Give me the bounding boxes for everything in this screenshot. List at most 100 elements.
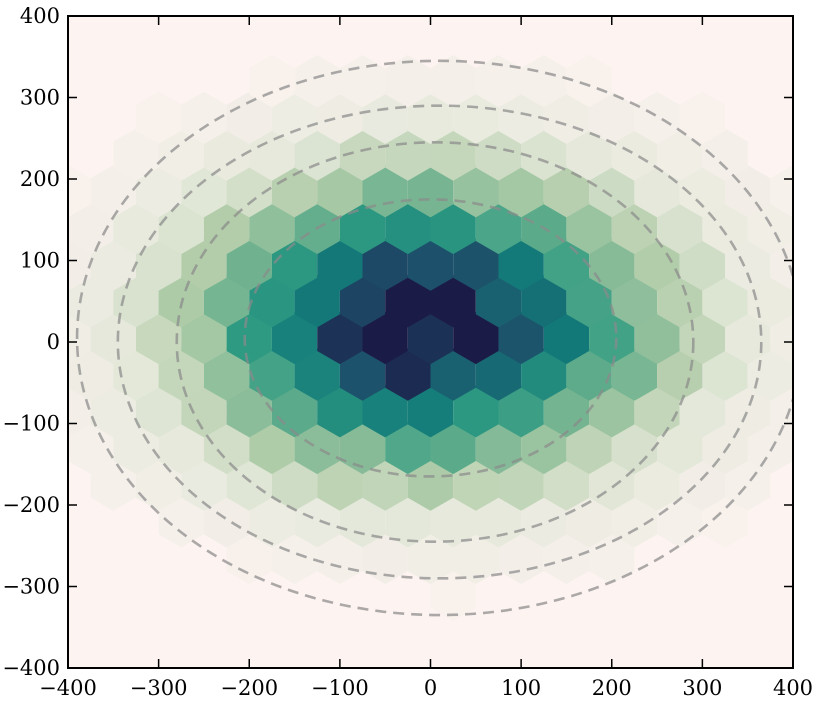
hexbin-cell bbox=[226, 91, 272, 144]
hexbin-cell bbox=[226, 165, 272, 218]
hexbin-cell bbox=[385, 495, 431, 548]
hexbin-cell bbox=[181, 385, 227, 438]
hexbin-cell bbox=[430, 568, 476, 621]
x-tick-label: 400 bbox=[773, 676, 813, 700]
hexbin-cell bbox=[90, 458, 136, 511]
hexbin-cell bbox=[475, 55, 522, 108]
hexbin-cell bbox=[498, 531, 544, 585]
hexbin-cell bbox=[793, 202, 817, 254]
hexbin-cell bbox=[249, 421, 295, 475]
x-tick-label: 0 bbox=[424, 676, 437, 700]
hexbin-cell bbox=[158, 201, 204, 255]
hexbin-cell bbox=[362, 385, 408, 438]
hexbin-cell bbox=[770, 238, 793, 291]
hexbin-cell bbox=[679, 165, 725, 218]
hexbin-cell bbox=[430, 421, 476, 475]
hexbin-cell bbox=[543, 165, 590, 218]
hexbin-cell bbox=[634, 165, 680, 218]
y-tick-label: 200 bbox=[20, 167, 60, 191]
hexbin-cell bbox=[90, 385, 136, 438]
hexbin-cell bbox=[702, 128, 748, 181]
hexbin-cell bbox=[136, 385, 182, 438]
hexbin-cell bbox=[385, 201, 431, 255]
hexbin-cell bbox=[543, 458, 590, 511]
hexbin-cell bbox=[294, 275, 340, 328]
hexbin-cell bbox=[453, 458, 499, 511]
hexbin-cell bbox=[271, 238, 318, 291]
hexbin-cell bbox=[543, 238, 590, 291]
y-tick-label: 300 bbox=[20, 86, 60, 110]
hexbin-cell bbox=[725, 311, 771, 365]
hexbin-cells bbox=[68, 55, 817, 621]
hexbin-cell bbox=[634, 91, 680, 144]
hexbin-cell bbox=[113, 275, 159, 328]
contour-line bbox=[243, 198, 618, 478]
hexbin-cell bbox=[611, 495, 658, 548]
hexbin-cell bbox=[679, 91, 725, 144]
hexbin-cell bbox=[453, 311, 499, 365]
hexbin-cell bbox=[611, 201, 658, 255]
hexbin-cell bbox=[589, 91, 635, 144]
hexbin-cell bbox=[747, 201, 793, 255]
hexbin-cell bbox=[362, 531, 408, 585]
hexbin-cell bbox=[589, 458, 635, 511]
hexbin-cell bbox=[317, 458, 363, 511]
hexbin-cell bbox=[566, 55, 612, 108]
hexbin-cell bbox=[68, 165, 91, 218]
hexbin-cell bbox=[498, 311, 544, 365]
hexbin-cell bbox=[181, 91, 227, 144]
hexbin-cell bbox=[294, 348, 340, 401]
contour-line bbox=[175, 141, 695, 543]
hexbin-cell bbox=[589, 531, 635, 585]
hexbin-cell bbox=[203, 421, 250, 475]
x-tick-label: −200 bbox=[220, 676, 278, 700]
hexbin-cell bbox=[271, 458, 318, 511]
hexbin-cell bbox=[679, 385, 725, 438]
hexbin-cell bbox=[136, 311, 182, 365]
hexbin-cell bbox=[362, 311, 408, 365]
hexbin-cell bbox=[203, 495, 250, 548]
hexbin-cell bbox=[793, 275, 817, 327]
hexbin-cell bbox=[679, 458, 725, 511]
hexbin-cell bbox=[339, 128, 386, 181]
x-tick-label: −300 bbox=[130, 676, 188, 700]
hexbin-cell bbox=[317, 91, 363, 144]
hexbin-cell bbox=[226, 238, 272, 291]
hexbin-cell bbox=[430, 495, 476, 548]
hexbin-cell bbox=[249, 55, 295, 108]
x-tick-label: −100 bbox=[311, 676, 369, 700]
hexbin-cell bbox=[634, 385, 680, 438]
hexbin-cell bbox=[634, 458, 680, 511]
hexbin-cell bbox=[181, 458, 227, 511]
hexbin-cell bbox=[113, 201, 159, 255]
hexbin-cell bbox=[521, 421, 567, 475]
hexbin-cell bbox=[136, 165, 182, 218]
hexbin-cell bbox=[158, 421, 204, 475]
hexbin-cell bbox=[793, 348, 817, 400]
hexbin-cell bbox=[294, 55, 340, 108]
hexbin-cell bbox=[407, 385, 454, 438]
hexbin-cell bbox=[68, 201, 114, 255]
hexbin-cell bbox=[566, 201, 612, 255]
hexbin-cell bbox=[294, 495, 340, 548]
hexbin-cell bbox=[203, 201, 250, 255]
hexbin-cell bbox=[521, 275, 567, 328]
hexbin-cell bbox=[339, 421, 386, 475]
hexbin-cell bbox=[475, 128, 522, 181]
hexbin-cell bbox=[203, 348, 250, 401]
y-tick-label: −300 bbox=[2, 575, 60, 599]
contour-line bbox=[116, 104, 763, 580]
hexbin-cell bbox=[498, 458, 544, 511]
hexbin-cell bbox=[271, 385, 318, 438]
hexbin-cell bbox=[203, 128, 250, 181]
hexbin-cell bbox=[521, 348, 567, 401]
y-tick-label: −200 bbox=[2, 493, 60, 517]
hexbin-cell bbox=[657, 201, 703, 255]
hexbin-cell bbox=[249, 495, 295, 548]
x-axis-ticks: −400 −300 −200 −100 0 100 200 300 400 bbox=[39, 16, 813, 700]
hexbin-cell bbox=[317, 165, 363, 218]
hexbin-cell bbox=[543, 311, 590, 365]
x-tick-label: −400 bbox=[39, 676, 97, 700]
hexbin-cell bbox=[453, 238, 499, 291]
hexbin-cell bbox=[407, 531, 454, 585]
